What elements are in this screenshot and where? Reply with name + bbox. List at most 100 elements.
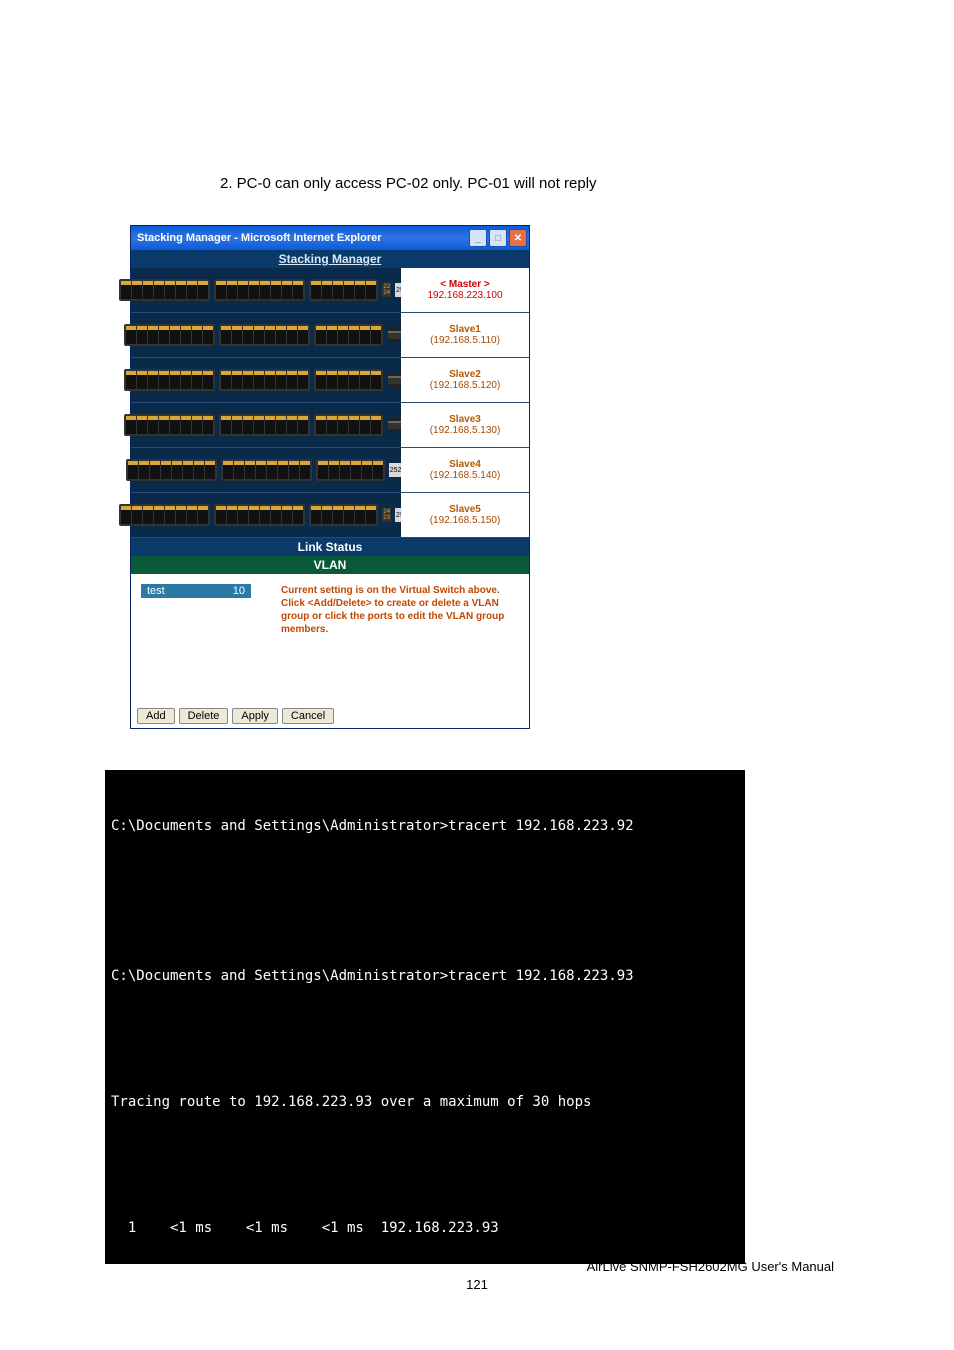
port-icon [256, 461, 266, 479]
port-icon [161, 461, 171, 479]
port-icon [293, 506, 303, 524]
port-icon [181, 371, 191, 389]
switch-row[interactable]: 2526Slave4(192.168.5.140) [131, 448, 529, 493]
vlan-item-name: test [147, 585, 165, 597]
port-icon [170, 326, 180, 344]
port-icon [192, 326, 202, 344]
vlan-item[interactable]: test 10 [141, 584, 251, 598]
port-icon [137, 416, 147, 434]
link-status-header: Link Status [131, 538, 529, 556]
add-button[interactable]: Add [137, 708, 175, 724]
port-icon [254, 326, 264, 344]
switch-graphic: 2526 [131, 448, 401, 492]
switch-row[interactable]: 22 242526< Master >192.168.223.100 [131, 268, 529, 313]
uplink-port-icon [388, 376, 398, 384]
port-icon [333, 281, 343, 299]
port-icon [221, 371, 231, 389]
port-icon [360, 326, 370, 344]
switch-graphic: 22 242526 [131, 268, 401, 312]
term1-cmd: C:\Documents and Settings\Administrator>… [111, 816, 739, 837]
port-block [219, 324, 310, 346]
close-icon[interactable]: ✕ [509, 229, 527, 247]
switch-graphic: 24 232526 [131, 493, 401, 537]
port-icon [126, 416, 136, 434]
port-icon [329, 461, 339, 479]
port-icon [271, 506, 281, 524]
port-icon [340, 461, 350, 479]
port-icon [371, 371, 381, 389]
switch-label: Slave2(192.168.5.120) [401, 358, 529, 402]
port-icon [203, 326, 213, 344]
minimize-icon[interactable]: _ [469, 229, 487, 247]
port-block [309, 504, 378, 526]
port-icon [360, 416, 370, 434]
port-icon [148, 326, 158, 344]
stacking-content: Stacking Manager 22 242526< Master >192.… [131, 250, 529, 728]
port-icon [316, 326, 326, 344]
port-icon [249, 506, 259, 524]
port-icon [192, 416, 202, 434]
port-block [119, 504, 210, 526]
port-icon [366, 281, 376, 299]
port-icon [282, 281, 292, 299]
port-icon [366, 506, 376, 524]
port-block [309, 279, 378, 301]
switch-label: < Master >192.168.223.100 [401, 268, 529, 312]
port-icon [170, 416, 180, 434]
port-icon [221, 416, 231, 434]
vlan-header: VLAN [131, 556, 529, 574]
port-icon [205, 461, 215, 479]
port-icon [223, 461, 233, 479]
port-icon [371, 416, 381, 434]
window-title: Stacking Manager - Microsoft Internet Ex… [137, 232, 382, 244]
port-icon [316, 416, 326, 434]
port-icon [282, 506, 292, 524]
port-icon [176, 281, 186, 299]
switch-row[interactable]: Slave2(192.168.5.120) [131, 358, 529, 403]
switch-row[interactable]: 24 232526Slave5(192.168.5.150) [131, 493, 529, 538]
switch-ip: (192.168.5.150) [430, 515, 501, 526]
switch-name: Slave4 [449, 459, 481, 470]
vlan-item-id: 10 [233, 585, 245, 597]
port-icon [221, 326, 231, 344]
port-icon [181, 326, 191, 344]
switch-ip: 192.168.223.100 [427, 290, 502, 301]
cancel-button[interactable]: Cancel [282, 708, 334, 724]
port-icon [338, 371, 348, 389]
port-block [124, 369, 215, 391]
port-block [314, 324, 383, 346]
vlan-help-text: Current setting is on the Virtual Switch… [281, 584, 519, 694]
port-icon [187, 506, 197, 524]
maximize-icon[interactable]: □ [489, 229, 507, 247]
port-icon [254, 416, 264, 434]
apply-button[interactable]: Apply [232, 708, 278, 724]
port-icon [260, 506, 270, 524]
port-icon [344, 506, 354, 524]
port-icon [276, 416, 286, 434]
port-icon [132, 281, 142, 299]
port-icon [327, 371, 337, 389]
port-icon [287, 416, 297, 434]
port-icon [333, 506, 343, 524]
switch-graphic [131, 358, 401, 402]
switch-name: Slave2 [449, 369, 481, 380]
switch-row[interactable]: Slave3(192.168.5.130) [131, 403, 529, 448]
page-number: 121 [466, 1277, 488, 1292]
port-icon [148, 371, 158, 389]
switch-label: Slave3(192.168.5.130) [401, 403, 529, 447]
port-block [214, 504, 305, 526]
switch-row[interactable]: Slave1(192.168.5.110) [131, 313, 529, 358]
port-icon [238, 281, 248, 299]
delete-button[interactable]: Delete [179, 708, 229, 724]
port-icon [176, 506, 186, 524]
port-icon [287, 371, 297, 389]
port-block [219, 369, 310, 391]
terminal-row: 1 <1 ms <1 ms <1 ms 192.168.223.93 [111, 1218, 739, 1239]
port-icon [349, 371, 359, 389]
port-icon [243, 371, 253, 389]
port-icon [143, 281, 153, 299]
port-icon [216, 506, 226, 524]
port-icon [132, 506, 142, 524]
browser-window: Stacking Manager - Microsoft Internet Ex… [130, 225, 530, 729]
port-block [221, 459, 312, 481]
